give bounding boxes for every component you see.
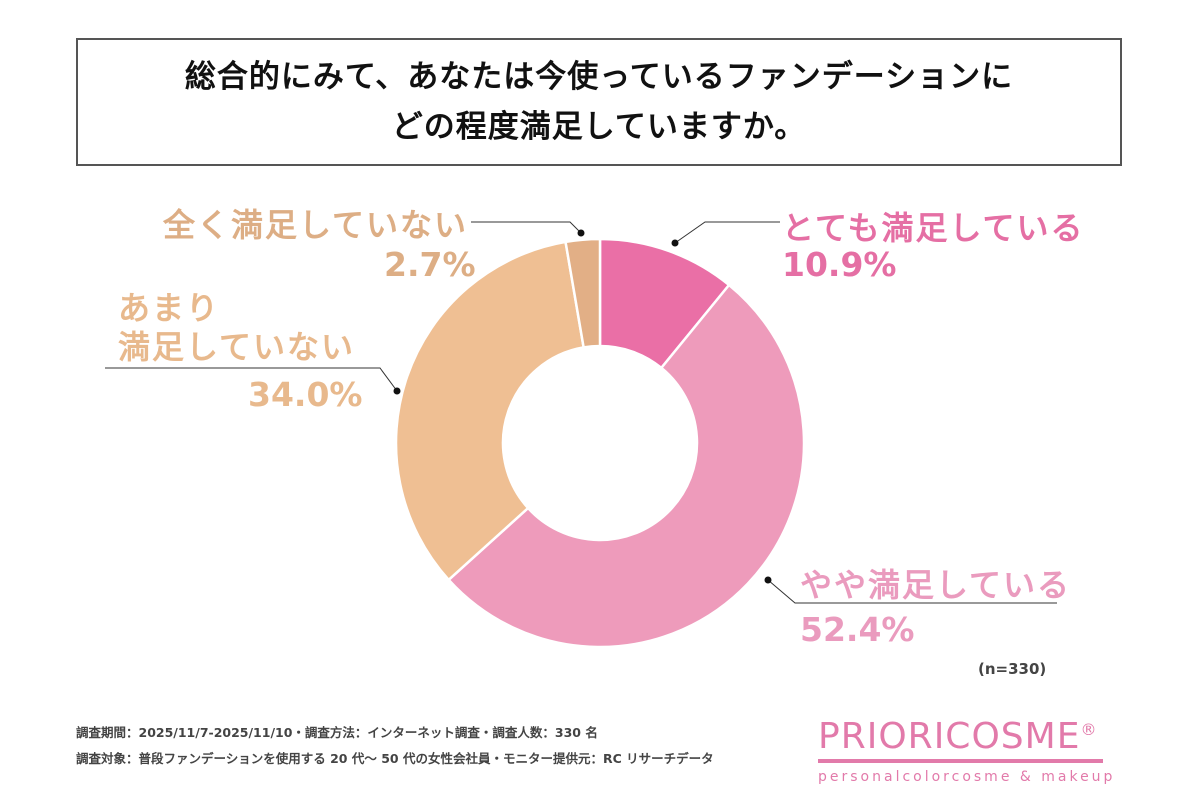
sample-size: (n=330) <box>978 660 1047 678</box>
registered-mark: ® <box>1080 720 1098 739</box>
footer-survey-period: 調査期間：2025/11/7-2025/11/10・調査方法：インターネット調査… <box>76 725 598 740</box>
title-line-2: どの程度満足していますか。 <box>391 109 807 145</box>
label-not-very-satisfied-1: あまり <box>118 289 221 327</box>
leader-somewhat-satisfied-dot <box>764 576 772 584</box>
brand-logo: PRIORICOSME® personalcolorcosme & makeup <box>818 716 1115 785</box>
leader-very-satisfied-dot <box>671 239 679 247</box>
logo-underline <box>818 759 1103 763</box>
pct-very-satisfied: 10.9% <box>782 245 897 284</box>
label-very-satisfied: とても満足している <box>782 209 1085 247</box>
label-not-very-satisfied-2: 満足していない <box>118 328 356 366</box>
slice-not-satisfied-at-all <box>564 237 602 349</box>
leader-not-very-satisfied <box>105 367 398 392</box>
pct-somewhat-satisfied: 52.4% <box>800 610 915 649</box>
leader-not-satisfied-at-all-dot <box>577 229 585 237</box>
leader-very-satisfied <box>674 221 780 244</box>
pct-not-satisfied-at-all: 2.7% <box>384 245 476 284</box>
slice-somewhat-satisfied <box>446 283 806 649</box>
logo-subtitle: personalcolorcosme & makeup <box>818 769 1116 785</box>
leader-not-satisfied-at-all <box>471 221 582 234</box>
leader-somewhat-satisfied <box>767 579 1057 604</box>
question-title-box: 総合的にみて、あなたは今使っているファンデーションに どの程度満足していますか。 <box>76 38 1122 166</box>
label-somewhat-satisfied: やや満足している <box>800 566 1072 604</box>
slice-not-very-satisfied <box>394 240 586 582</box>
label-not-satisfied-at-all: 全く満足していない <box>163 206 469 244</box>
footer-survey-target: 調査対象：普段ファンデーションを使用する 20 代〜 50 代の女性会社員・モニ… <box>76 751 714 766</box>
logo-main-text: PRIORICOSME <box>818 716 1081 757</box>
leader-not-very-satisfied-dot <box>393 387 401 395</box>
title-line-1: 総合的にみて、あなたは今使っているファンデーションに <box>184 59 1014 95</box>
pct-not-very-satisfied: 34.0% <box>248 375 363 414</box>
